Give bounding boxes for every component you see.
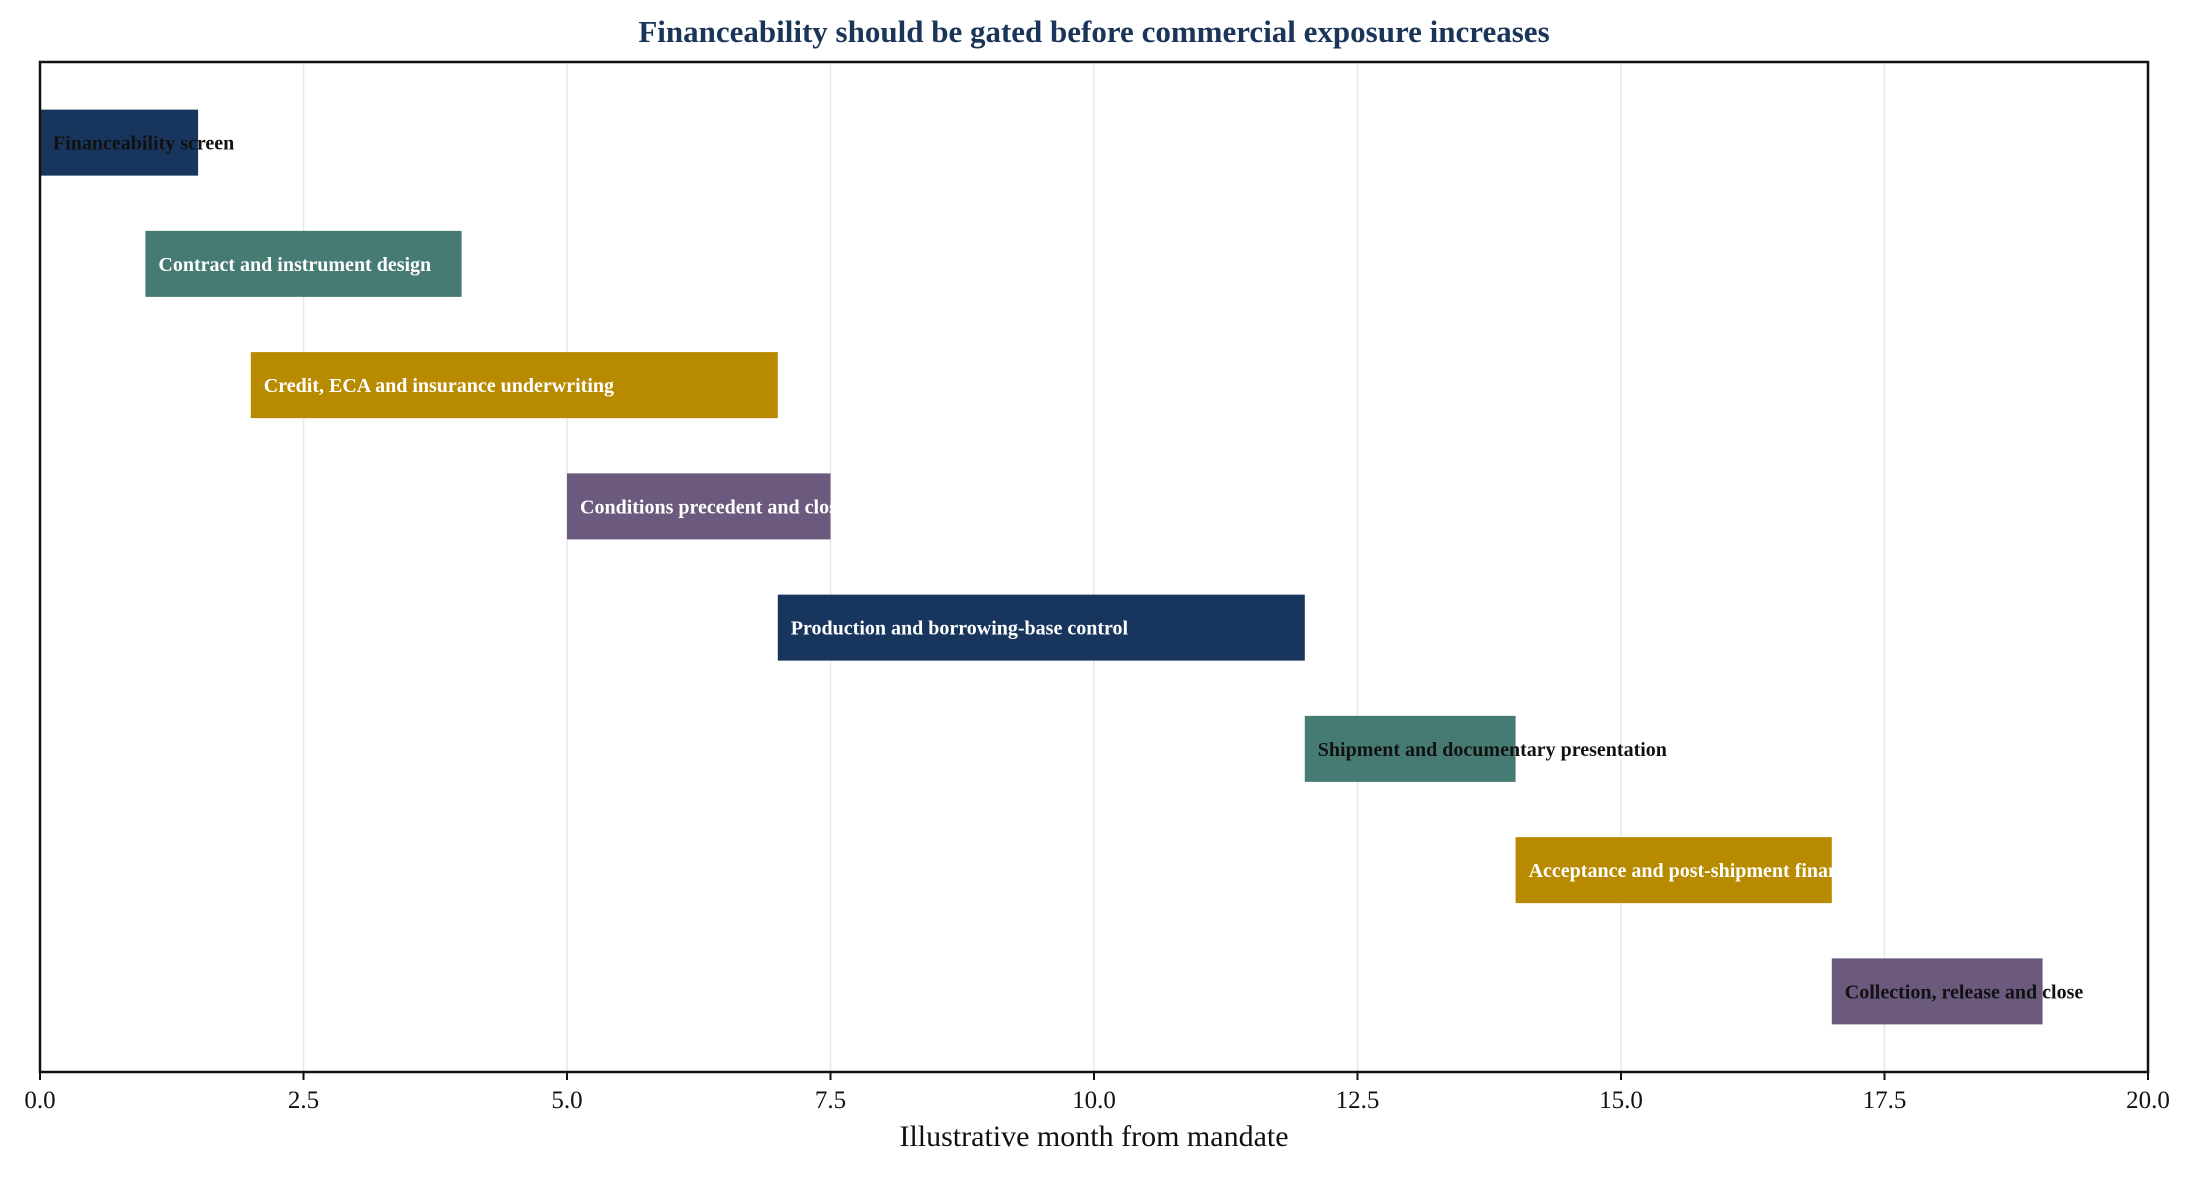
task-label: Financeability screen [53, 133, 234, 155]
task-label: Shipment and documentary presentation [1318, 739, 1667, 761]
task-labels: Financeability screen Contract and instru… [53, 133, 2083, 1004]
x-axis-label: Illustrative month from mandate [899, 1120, 1288, 1153]
chart-title: Financeability should be gated before co… [638, 14, 1549, 49]
x-tick-label: 0.0 [24, 1087, 55, 1114]
x-tick-label: 7.5 [815, 1087, 846, 1114]
task-bars [40, 109, 2043, 1025]
task-label: Production and borrowing-base control [791, 618, 1129, 640]
x-tick-label: 12.5 [1336, 1087, 1380, 1114]
x-tick-label: 15.0 [1599, 1087, 1643, 1114]
task-label: Conditions precedent and closing [580, 496, 864, 518]
task-bar [777, 594, 1305, 661]
x-tick-label: 17.5 [1863, 1087, 1907, 1114]
x-tick-label: 10.0 [1072, 1087, 1116, 1114]
task-bar [1304, 715, 1516, 782]
grid-lines [302, 62, 1886, 1072]
task-label: Collection, release and close [1845, 981, 2084, 1003]
task-bar [40, 109, 199, 176]
task-label: Acceptance and post-shipment finance [1529, 860, 1857, 882]
task-label: Credit, ECA and insurance underwriting [264, 375, 614, 397]
task-bar [567, 473, 831, 540]
x-tick-label: 20.0 [2126, 1087, 2170, 1114]
task-bar [1831, 958, 2043, 1025]
task-bar [1515, 837, 1832, 904]
task-bar [250, 352, 778, 419]
x-tick-label: 5.0 [551, 1087, 582, 1114]
task-label: Contract and instrument design [158, 254, 431, 276]
x-axis-ticks: 0.0 2.5 5.0 7.5 10.0 12.5 15.0 17.5 20.0 [24, 1072, 2170, 1114]
x-tick-label: 2.5 [288, 1087, 319, 1114]
task-bar [145, 230, 462, 297]
